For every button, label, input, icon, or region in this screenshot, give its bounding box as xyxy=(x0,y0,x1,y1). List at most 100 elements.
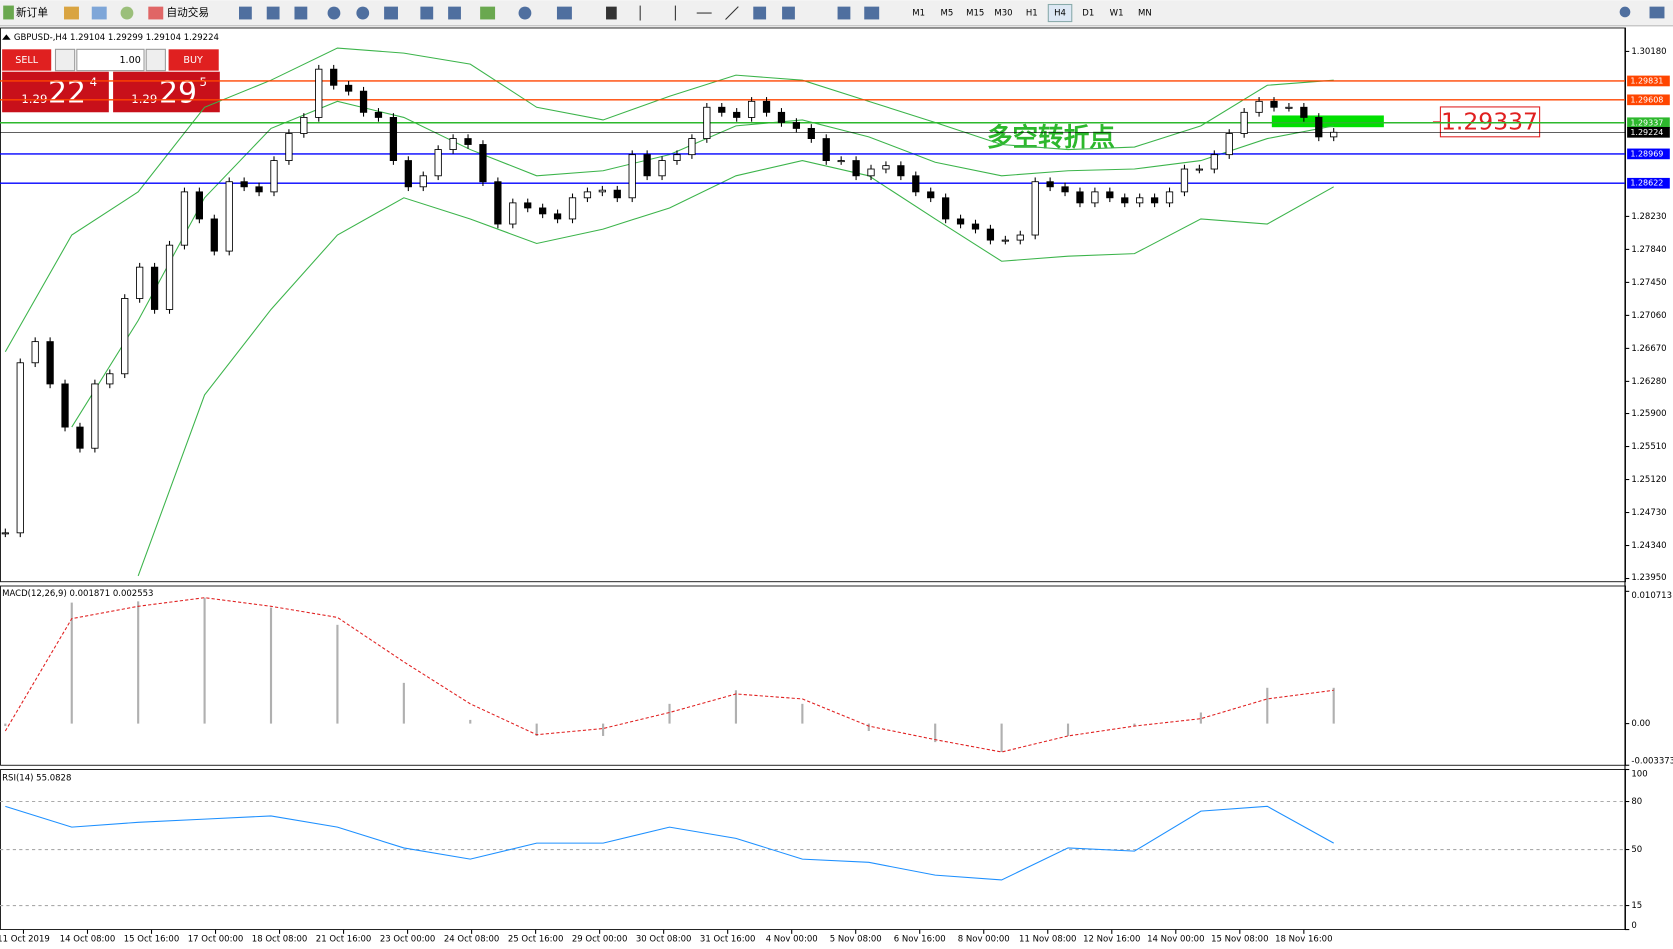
candle xyxy=(1001,239,1009,242)
candle xyxy=(180,191,189,246)
trade-panel: SELL 1.00 BUY 1.29 22 4 1.29 29 5 xyxy=(2,48,220,113)
candle xyxy=(1180,168,1189,193)
icon[interactable] xyxy=(120,6,134,20)
timeframe[interactable]: H1 xyxy=(1026,9,1038,19)
band-lower xyxy=(137,160,1334,577)
candle xyxy=(1225,133,1233,156)
timeframe[interactable]: M1 xyxy=(912,9,925,19)
x-tick-label: 11 Oct 2019 xyxy=(0,935,50,945)
icon[interactable] xyxy=(356,6,370,20)
ask-box[interactable] xyxy=(113,71,220,113)
buy-label[interactable]: BUY xyxy=(183,55,203,66)
trend-icon[interactable] xyxy=(725,6,739,20)
bid-box[interactable] xyxy=(2,71,109,113)
y-tick-label: 0 xyxy=(1631,921,1636,931)
x-tick-label: 15 Nov 08:00 xyxy=(1211,935,1268,945)
candle xyxy=(912,175,920,193)
lots-input[interactable] xyxy=(76,48,145,72)
level-tag xyxy=(1627,117,1670,129)
macd-bar xyxy=(269,607,273,724)
candle xyxy=(31,341,39,364)
icon[interactable] xyxy=(327,6,341,20)
y-tick-label: 1.25510 xyxy=(1631,442,1666,452)
macd-bar xyxy=(801,703,804,724)
timeframe[interactable]: D1 xyxy=(1082,9,1094,19)
icon[interactable] xyxy=(448,6,461,20)
candle xyxy=(807,127,815,139)
candle xyxy=(389,116,398,161)
candle xyxy=(1210,154,1218,170)
macd-bar xyxy=(1133,723,1136,727)
candle xyxy=(1076,191,1084,204)
candle xyxy=(210,218,218,252)
macd-bar xyxy=(535,723,538,736)
collapse-arrow[interactable] xyxy=(2,34,11,40)
sell-label[interactable]: SELL xyxy=(15,55,38,66)
y-tick-label: 1.24340 xyxy=(1631,541,1666,551)
auto-trading[interactable]: 自动交易 xyxy=(166,6,209,19)
icon[interactable] xyxy=(753,6,767,20)
candle xyxy=(1091,191,1099,204)
candle xyxy=(1016,234,1024,241)
icon[interactable] xyxy=(480,6,496,20)
auto-trading-icon[interactable] xyxy=(148,6,164,20)
candle xyxy=(762,100,771,113)
pivot-zone xyxy=(1271,115,1384,128)
y-tick-label: 0.00 xyxy=(1631,719,1650,729)
candle xyxy=(583,191,592,199)
candle xyxy=(165,244,174,310)
sell-button[interactable] xyxy=(2,49,52,71)
icon[interactable] xyxy=(239,6,252,20)
timeframe[interactable]: W1 xyxy=(1110,9,1124,19)
icon[interactable] xyxy=(556,6,572,20)
timeframe[interactable]: M15 xyxy=(966,9,984,19)
candle xyxy=(359,90,368,113)
macd-title: MACD(12,26,9) 0.001871 0.002553 xyxy=(2,589,153,599)
buy-button[interactable] xyxy=(168,49,219,71)
candle xyxy=(1,532,9,535)
icon[interactable] xyxy=(91,6,107,20)
timeframe[interactable]: M30 xyxy=(994,9,1012,19)
x-tick-label: 5 Nov 08:00 xyxy=(830,935,882,945)
candle xyxy=(539,207,547,215)
lots-down[interactable] xyxy=(54,48,76,72)
candle xyxy=(986,228,995,241)
candle xyxy=(822,138,830,161)
new-order[interactable]: 新订单 xyxy=(16,6,48,19)
icon[interactable] xyxy=(518,6,532,20)
rsi-title: RSI(14) 55.0828 xyxy=(2,774,71,784)
candle xyxy=(315,68,323,118)
x-tick-label: 29 Oct 00:00 xyxy=(572,935,628,945)
y-tick-label: 1.27840 xyxy=(1631,245,1666,255)
new-order-icon[interactable] xyxy=(3,5,14,20)
chat-icon[interactable] xyxy=(1649,6,1665,19)
icon[interactable] xyxy=(782,6,795,20)
x-tick-label: 17 Oct 00:00 xyxy=(188,935,244,945)
search-icon[interactable] xyxy=(1619,6,1631,18)
level-label: 1.28969 xyxy=(1630,149,1663,158)
timeframe[interactable]: M5 xyxy=(941,9,954,19)
icon[interactable] xyxy=(864,6,880,20)
lots-up[interactable] xyxy=(145,48,166,72)
icon[interactable] xyxy=(64,6,79,20)
icon[interactable] xyxy=(266,6,280,20)
active-timeframe xyxy=(1047,3,1073,23)
lots[interactable]: 1.00 xyxy=(119,55,140,66)
icon[interactable] xyxy=(294,6,308,20)
timeframes: M1 M5 M15 M30 H1 H4 D1 W1 MN xyxy=(912,3,1152,23)
timeframe[interactable]: MN xyxy=(1138,9,1152,19)
candle xyxy=(404,160,412,188)
candle xyxy=(718,106,726,113)
timeframe[interactable]: H4 xyxy=(1054,9,1066,19)
icon[interactable] xyxy=(384,6,398,20)
icon[interactable] xyxy=(420,6,434,20)
y-tick-label: 1.23950 xyxy=(1631,573,1666,583)
macd-bar xyxy=(469,719,472,724)
candle xyxy=(1106,191,1114,199)
icon[interactable] xyxy=(837,6,851,20)
cursor-icon[interactable] xyxy=(606,6,617,20)
y-tick-label: 50 xyxy=(1631,845,1642,855)
candle xyxy=(1255,100,1263,113)
candle xyxy=(76,426,84,449)
